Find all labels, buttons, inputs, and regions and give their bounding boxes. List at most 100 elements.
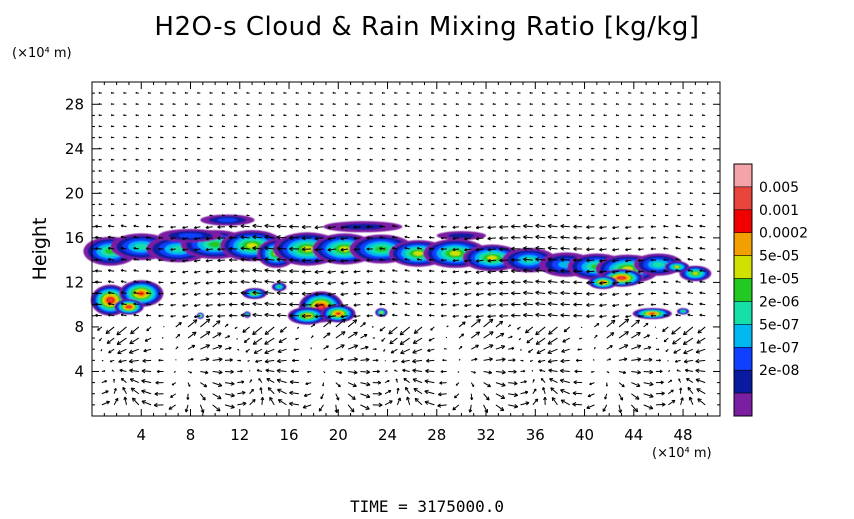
- wind-vector: [347, 319, 357, 328]
- wind-vector-head: [511, 302, 515, 305]
- wind-vector-head: [362, 322, 366, 324]
- wind-vector: [560, 389, 570, 395]
- wind-vector-head: [487, 238, 491, 241]
- wind-vector-head: [659, 369, 663, 372]
- wind-vector-head: [217, 226, 221, 229]
- wind-vector-head: [663, 236, 666, 239]
- wind-vector-head: [252, 340, 256, 345]
- wind-vector: [340, 270, 349, 273]
- wind-vector-head: [492, 170, 495, 172]
- wind-vector-head: [547, 234, 552, 238]
- wind-vector-head: [194, 249, 197, 252]
- wind-vector-head: [258, 214, 261, 217]
- wind-vector: [142, 359, 152, 362]
- wind-vector: [487, 315, 496, 318]
- wind-vector: [264, 280, 275, 283]
- wind-vector: [697, 326, 706, 334]
- wind-vector-head: [194, 305, 197, 308]
- wind-vector-head: [290, 370, 294, 374]
- wind-vector-head: [378, 391, 382, 395]
- wind-vector-head: [369, 181, 372, 183]
- wind-vector: [264, 337, 275, 345]
- wind-vector-head: [480, 159, 482, 161]
- wind-vector-head: [252, 314, 257, 318]
- wind-vector-head: [295, 181, 298, 183]
- wind-vector: [105, 326, 115, 334]
- wind-vector: [618, 393, 624, 401]
- wind-vector-head: [252, 301, 257, 304]
- wind-vector-head: [120, 236, 124, 239]
- wind-vector-head: [640, 214, 642, 217]
- wind-vector: [550, 387, 558, 395]
- wind-vector: [269, 397, 275, 406]
- wind-vector-head: [307, 92, 310, 94]
- wind-vector: [526, 337, 534, 344]
- wind-vector-head: [535, 340, 539, 345]
- wind-vector-head: [554, 114, 556, 117]
- wind-vector-head: [156, 371, 160, 374]
- wind-vector: [237, 391, 246, 395]
- wind-vector-head: [182, 294, 185, 296]
- wind-vector: [483, 344, 494, 350]
- wind-vector: [464, 270, 472, 273]
- wind-vector-head: [517, 92, 519, 94]
- wind-vector-head: [492, 92, 495, 94]
- wind-vector-head: [689, 159, 692, 161]
- wind-vector: [560, 303, 570, 306]
- wind-vector-head: [153, 404, 158, 408]
- wind-vector-head: [283, 136, 285, 139]
- wind-vector-head: [270, 114, 273, 117]
- y-axis-unit: (×10⁴ m): [12, 46, 72, 61]
- wind-vector-head: [431, 148, 433, 150]
- wind-vector-head: [327, 316, 332, 319]
- wind-vector: [413, 388, 423, 395]
- wind-vector-head: [511, 313, 515, 316]
- wind-vector-head: [418, 125, 421, 128]
- wind-vector-head: [541, 192, 544, 195]
- wind-vector-head: [252, 225, 257, 229]
- wind-vector-head: [492, 136, 495, 139]
- wind-vector-head: [547, 301, 552, 305]
- wind-vector-head: [234, 192, 236, 195]
- wind-vector-head: [289, 257, 293, 261]
- wind-vector-head: [511, 268, 515, 272]
- wind-vector-head: [264, 268, 269, 271]
- wind-vector-head: [130, 332, 135, 335]
- wind-vector-head: [340, 260, 344, 263]
- wind-vector-head: [416, 303, 419, 306]
- wind-vector-head: [665, 192, 667, 195]
- wind-vector: [612, 270, 620, 273]
- wind-vector-head: [194, 271, 197, 274]
- wind-vector-head: [145, 303, 149, 306]
- wind-vector-head: [123, 136, 125, 139]
- wind-vector: [643, 404, 654, 410]
- wind-vector-head: [504, 136, 507, 139]
- wind-vector: [314, 304, 324, 307]
- wind-vector-head: [499, 248, 503, 252]
- wind-vector-head: [677, 181, 679, 183]
- wind-vector-head: [251, 388, 254, 391]
- wind-vector-head: [340, 227, 344, 230]
- wind-vector-head: [307, 159, 310, 161]
- wind-vector-head: [197, 148, 199, 150]
- wind-vector-head: [534, 398, 538, 401]
- wind-vector-head: [394, 136, 396, 139]
- wind-vector-head: [388, 329, 391, 335]
- wind-vector-head: [517, 181, 519, 183]
- wind-vector-head: [560, 370, 564, 374]
- wind-vector: [560, 281, 570, 283]
- wind-vector-head: [487, 227, 491, 230]
- wind-vector-head: [650, 248, 653, 251]
- wind-vector-head: [340, 238, 344, 241]
- wind-vector-head: [369, 170, 372, 172]
- wind-vector-head: [612, 260, 616, 263]
- wind-vector-head: [652, 214, 655, 217]
- wind-vector: [464, 259, 472, 262]
- y-tick-label: 8: [74, 318, 84, 336]
- wind-vector-head: [523, 303, 527, 307]
- wind-vector-head: [560, 235, 565, 238]
- wind-vector-head: [340, 357, 344, 360]
- wind-vector-head: [699, 292, 702, 295]
- wind-vector-head: [560, 258, 564, 262]
- wind-vector-head: [147, 125, 150, 128]
